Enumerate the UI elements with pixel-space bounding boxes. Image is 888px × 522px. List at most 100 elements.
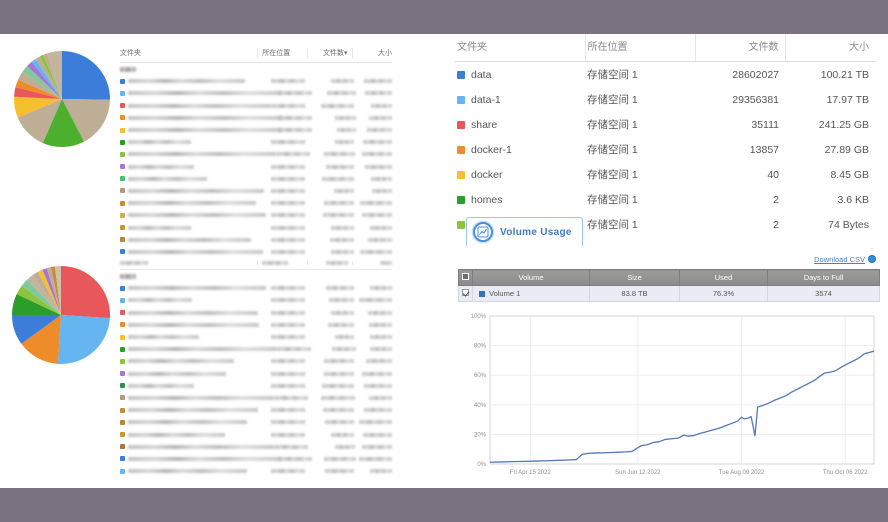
blurred-table-header-bottom	[120, 261, 393, 270]
table-row[interactable]	[120, 124, 392, 136]
header-location-blur	[262, 261, 303, 265]
cell-size	[355, 152, 392, 157]
vol-col-days[interactable]: Days to Full	[767, 269, 880, 286]
legend-swatch-icon	[120, 115, 125, 121]
table-row[interactable]: docker 存储空间 1 40 8.45 GB	[455, 162, 875, 187]
chart-icon-svg	[477, 226, 489, 238]
vol-col-used[interactable]: Used	[679, 269, 768, 286]
table-row[interactable]: docker-1 存储空间 1 13857 27.89 GB	[455, 137, 875, 162]
download-icon[interactable]	[868, 255, 876, 263]
cell-file-count	[315, 201, 354, 206]
cell-size	[356, 347, 393, 352]
cell-file-count	[315, 225, 354, 230]
cell-size	[354, 237, 393, 242]
volume-name-text: Volume 1	[489, 289, 521, 298]
cell-size: 17.97 TB	[826, 93, 869, 106]
table-row[interactable]	[120, 100, 393, 112]
cell-folder-name	[128, 347, 277, 352]
cell-folder-name	[128, 444, 274, 449]
table-row[interactable]	[120, 343, 393, 355]
cell-location: 存储空间 1	[587, 194, 638, 206]
table-row[interactable]: share 存储空间 1 35111 241.25 GB	[455, 112, 875, 137]
table-row[interactable]	[120, 197, 393, 209]
table-row[interactable]	[120, 331, 393, 343]
cell-file-count	[315, 469, 354, 474]
download-csv-link[interactable]: Download CSV	[814, 255, 865, 264]
y-axis-tick-label: 20%	[474, 432, 487, 438]
table-row[interactable]	[120, 148, 392, 160]
table-row[interactable]	[120, 136, 393, 148]
select-all-checkbox[interactable]	[462, 273, 469, 280]
table-row[interactable]	[120, 404, 393, 416]
table-row[interactable]: homes 存储空间 1 2 3.6 KB	[455, 187, 875, 212]
table-row[interactable]	[120, 173, 393, 185]
col-header-folder[interactable]: 文件夹	[455, 34, 585, 62]
pie-slice	[18, 71, 62, 99]
table-row[interactable]	[120, 282, 393, 294]
header-location[interactable]: 所在位置	[262, 50, 291, 57]
table-row[interactable]	[120, 294, 393, 306]
pie-slice	[47, 50, 62, 99]
blurred-rows-bottom	[120, 270, 393, 477]
table-row[interactable]	[120, 209, 393, 221]
header-folder[interactable]: 文件夹	[120, 50, 141, 57]
table-row[interactable]	[120, 380, 393, 392]
table-row[interactable]	[120, 453, 392, 465]
table-row[interactable]	[120, 392, 392, 404]
download-csv-row: Download CSV	[458, 246, 880, 269]
table-row[interactable]	[120, 221, 393, 233]
table-row[interactable]: data 存储空间 1 28602027 100.21 TB	[455, 62, 875, 88]
header-file-count[interactable]: 文件数▾	[323, 50, 348, 57]
cell-file-count: 13857	[749, 143, 779, 156]
legend-swatch-icon	[120, 358, 125, 364]
legend-swatch-icon	[120, 285, 125, 291]
cell-file-count	[315, 359, 354, 364]
table-row[interactable]	[120, 319, 393, 331]
volume-table[interactable]: Volume Size Used Days to Full Volume 1 83…	[458, 269, 880, 302]
legend-swatch-icon	[120, 432, 125, 438]
pie-slice	[62, 50, 111, 100]
row-select-cell[interactable]	[458, 285, 473, 302]
table-row[interactable]	[120, 355, 393, 367]
table-row[interactable]	[120, 368, 393, 380]
blurred-folder-table-top[interactable]: 文件夹 所在位置 文件数▾ 大小	[120, 48, 393, 258]
table-row[interactable]	[120, 307, 393, 319]
table-row[interactable]	[120, 465, 393, 477]
table-row[interactable]	[120, 185, 393, 197]
col-header-size[interactable]: 大小	[784, 34, 875, 62]
table-row[interactable]	[120, 87, 392, 99]
row-checkbox[interactable]	[462, 289, 469, 296]
table-row[interactable]	[120, 246, 393, 258]
cell-size: 3.6 KB	[837, 193, 869, 206]
cell-location	[271, 213, 315, 218]
blurred-rows-top	[120, 63, 393, 258]
group-title	[120, 63, 392, 75]
table-row[interactable]	[120, 75, 393, 87]
header-divider	[257, 261, 259, 265]
folders-table[interactable]: 文件夹 所在位置 文件数 大小 data 存储空间 1 28602027 100.21…	[455, 34, 875, 237]
select-all-header[interactable]	[458, 269, 473, 286]
table-row[interactable]	[120, 416, 393, 428]
cell-size: 27.89 GB	[824, 143, 869, 156]
y-axis-tick-label: 100%	[471, 314, 487, 320]
table-row[interactable]	[120, 112, 392, 124]
pie-chart-top-svg	[13, 50, 111, 148]
blurred-folder-table-bottom[interactable]	[120, 261, 393, 477]
folder-name-text: docker-1	[471, 143, 512, 156]
col-header-location[interactable]: 所在位置	[584, 34, 695, 62]
table-row[interactable]	[120, 428, 393, 440]
table-row[interactable]	[120, 441, 392, 453]
vol-col-volume[interactable]: Volume	[472, 269, 590, 286]
table-row[interactable]	[120, 234, 393, 246]
cell-location	[278, 115, 320, 120]
cell-folder-name	[128, 408, 271, 413]
volume-usage-tab[interactable]: Volume Usage	[466, 217, 583, 246]
table-row[interactable]: data-1 存储空间 1 29356381 17.97 TB	[455, 87, 875, 112]
cell-location	[271, 237, 315, 242]
volume-row[interactable]: Volume 1 83.8 TB 76.3% 3574	[458, 285, 880, 302]
col-header-file-count[interactable]: 文件数	[694, 34, 785, 62]
vol-col-size[interactable]: Size	[589, 269, 680, 286]
header-size[interactable]: 大小	[378, 50, 393, 57]
cell-file-count	[315, 164, 354, 169]
table-row[interactable]	[120, 161, 393, 173]
